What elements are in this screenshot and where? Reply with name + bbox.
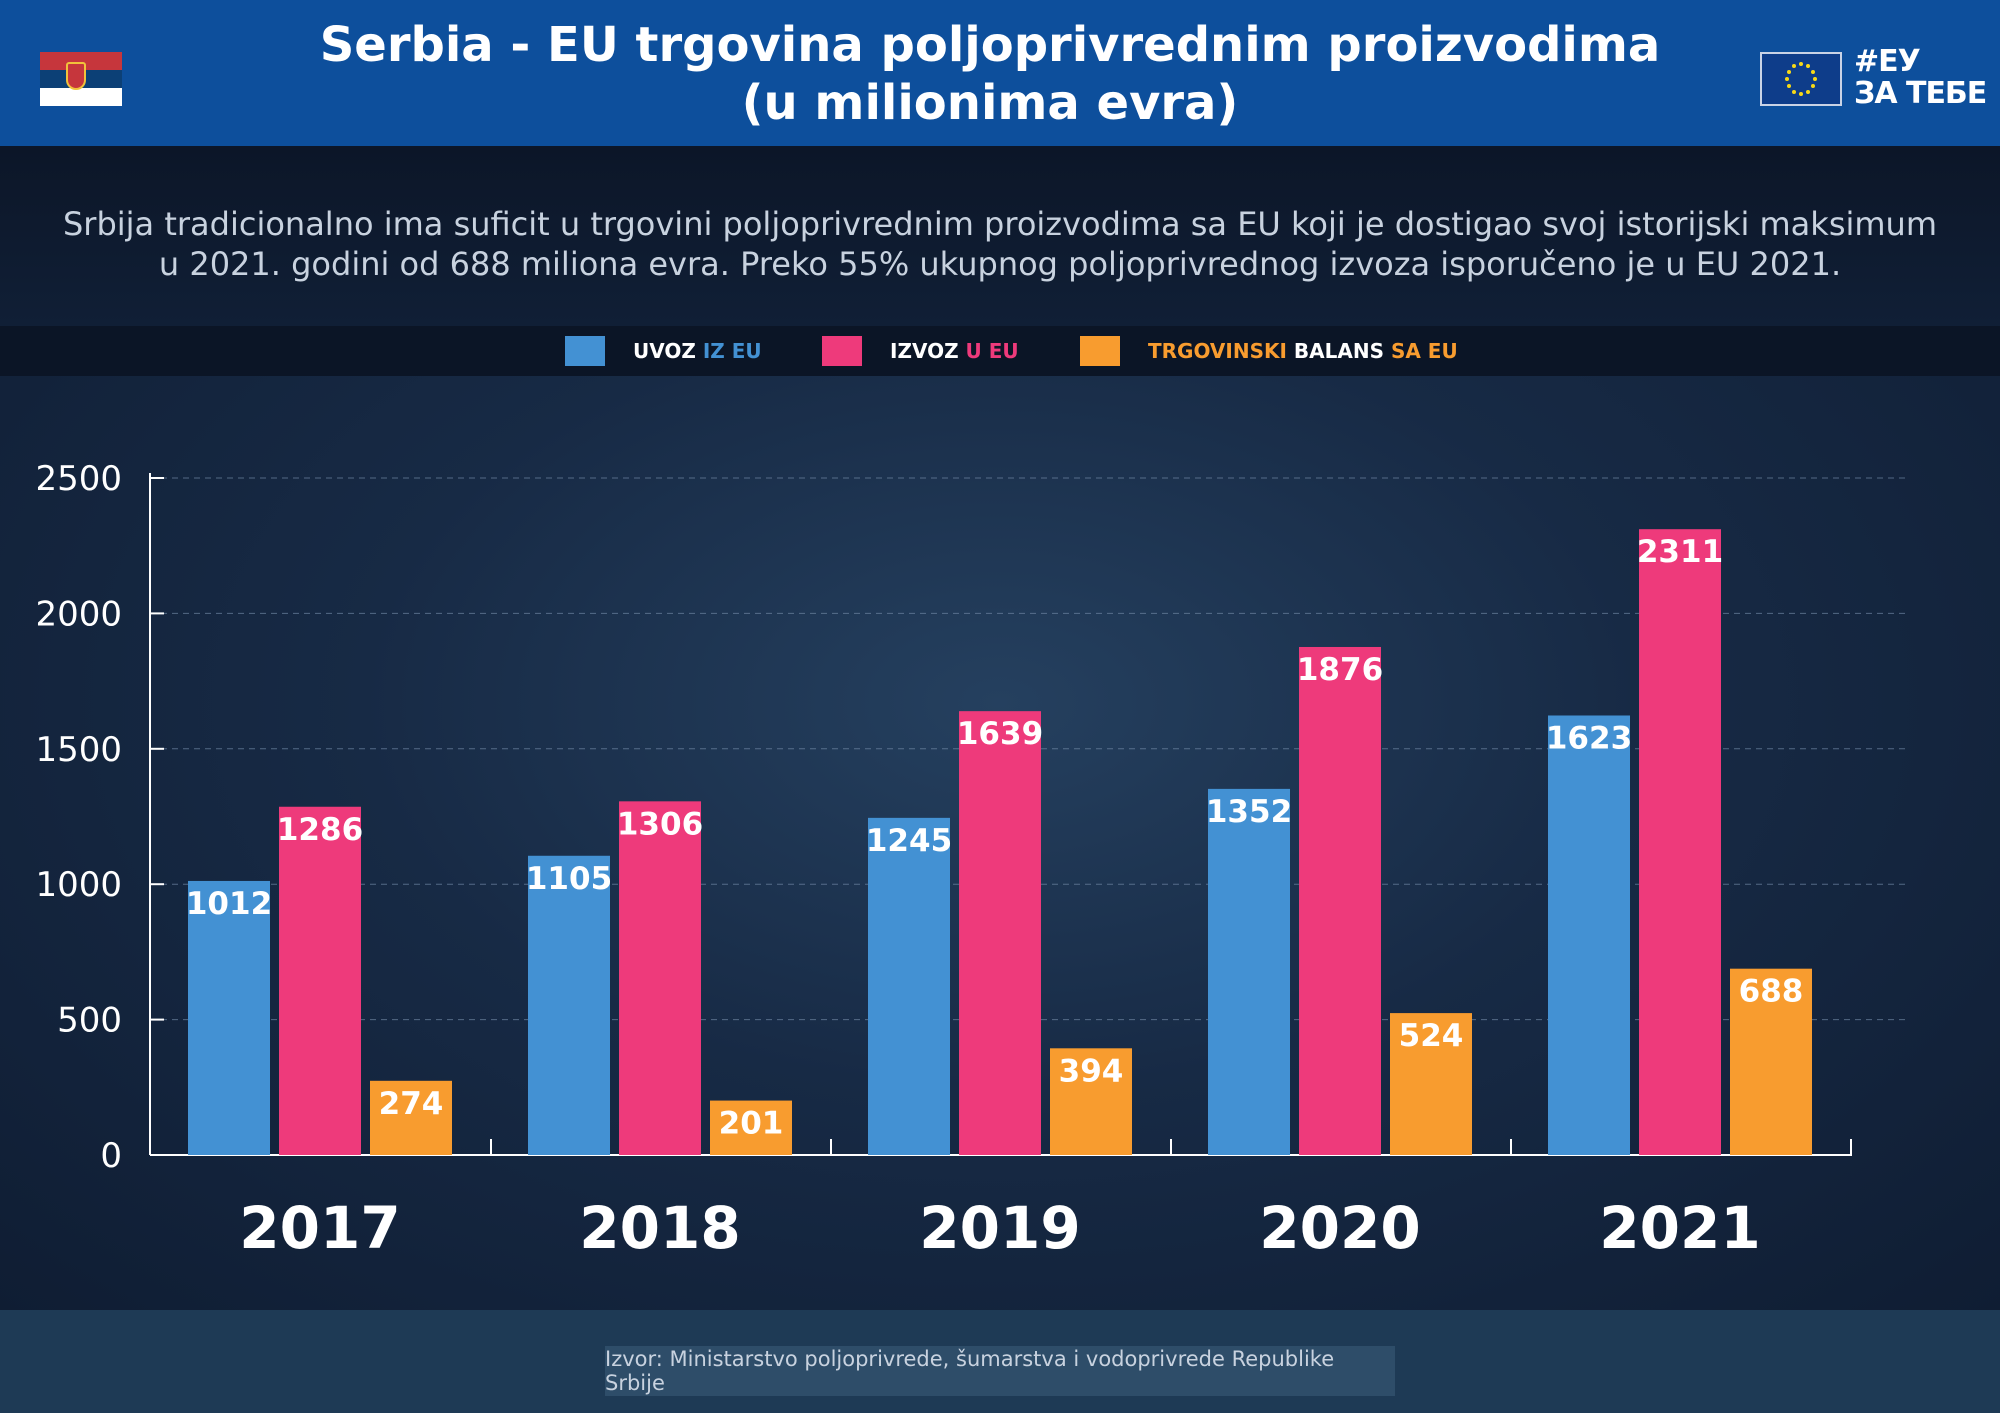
bar-value-label: 688: [1739, 974, 1804, 1010]
bar-value-label: 394: [1059, 1053, 1124, 1089]
bar-1: [959, 711, 1041, 1155]
legend-label: TRGOVINSKI BALANS SA EU: [1148, 339, 1458, 363]
y-tick-label: 2500: [35, 459, 122, 499]
bar-2: [1390, 1013, 1472, 1155]
y-tick-label: 1000: [35, 865, 122, 905]
legend-item: UVOZ IZ EU: [565, 336, 762, 366]
title-line-2: (u milionima evra): [741, 75, 1239, 131]
legend-swatch: [822, 336, 862, 366]
bar-value-label: 524: [1399, 1018, 1464, 1054]
bar-value-label: 1639: [957, 716, 1043, 752]
legend-label: IZVOZ U EU: [890, 339, 1019, 363]
x-category-label: 2017: [239, 1194, 400, 1262]
legend-swatch: [565, 336, 605, 366]
bar-value-label: 1623: [1546, 720, 1632, 756]
source-note: Izvor: Ministarstvo poljoprivrede, šumar…: [605, 1346, 1395, 1396]
x-category-label: 2020: [1259, 1194, 1420, 1262]
bar-value-label: 1012: [186, 886, 272, 922]
bar-1: [279, 806, 361, 1155]
title-line-1: Serbia - EU trgovina poljoprivrednim pro…: [319, 17, 1661, 73]
legend-item: TRGOVINSKI BALANS SA EU: [1080, 336, 1458, 366]
y-tick-label: 500: [57, 1001, 122, 1041]
y-tick-label: 0: [100, 1136, 122, 1176]
bar-value-label: 1286: [277, 812, 363, 848]
bar-2: [1050, 1048, 1132, 1155]
legend-item: IZVOZ U EU: [822, 336, 1019, 366]
bar-2: [710, 1100, 792, 1155]
bar-value-label: 1306: [617, 806, 703, 842]
x-category-label: 2018: [579, 1194, 740, 1262]
header-bar: Serbia - EU trgovina poljoprivrednim pro…: [0, 0, 2000, 146]
bar-value-label: 1245: [866, 823, 952, 859]
bar-2: [370, 1080, 452, 1155]
legend-band: [0, 326, 2000, 376]
y-tick-label: 2000: [35, 594, 122, 634]
bar-chart: 0500100015002000250010121286274201711051…: [35, 459, 1910, 1262]
eu-flag-icon: [1760, 52, 1842, 106]
bar-value-label: 201: [719, 1106, 784, 1142]
bar-0: [1548, 715, 1630, 1155]
bar-value-label: 2311: [1637, 534, 1723, 570]
bar-value-label: 1352: [1206, 794, 1292, 830]
legend-label: UVOZ IZ EU: [633, 339, 762, 363]
bar-1: [619, 801, 701, 1155]
serbia-flag-icon: [40, 52, 122, 106]
bar-1: [1299, 646, 1381, 1155]
description-band: [0, 146, 2000, 326]
chart-title: Serbia - EU trgovina poljoprivrednim pro…: [250, 16, 1730, 132]
bar-2: [1730, 968, 1812, 1155]
x-category-label: 2021: [1599, 1194, 1760, 1262]
legend-swatch: [1080, 336, 1120, 366]
bar-0: [1208, 788, 1290, 1155]
bar-value-label: 1105: [526, 861, 612, 897]
bar-value-label: 1876: [1297, 652, 1383, 688]
y-tick-label: 1500: [35, 730, 122, 770]
bar-0: [868, 817, 950, 1155]
eu-for-you-tag: #ЕУ ЗА ТЕБЕ: [1854, 44, 1987, 111]
bar-value-label: 274: [379, 1086, 444, 1122]
x-category-label: 2019: [919, 1194, 1080, 1262]
bar-1: [1639, 529, 1721, 1155]
bar-0: [188, 880, 270, 1155]
bar-0: [528, 855, 610, 1155]
description-text: Srbija tradicionalno ima suficit u trgov…: [62, 205, 1937, 283]
